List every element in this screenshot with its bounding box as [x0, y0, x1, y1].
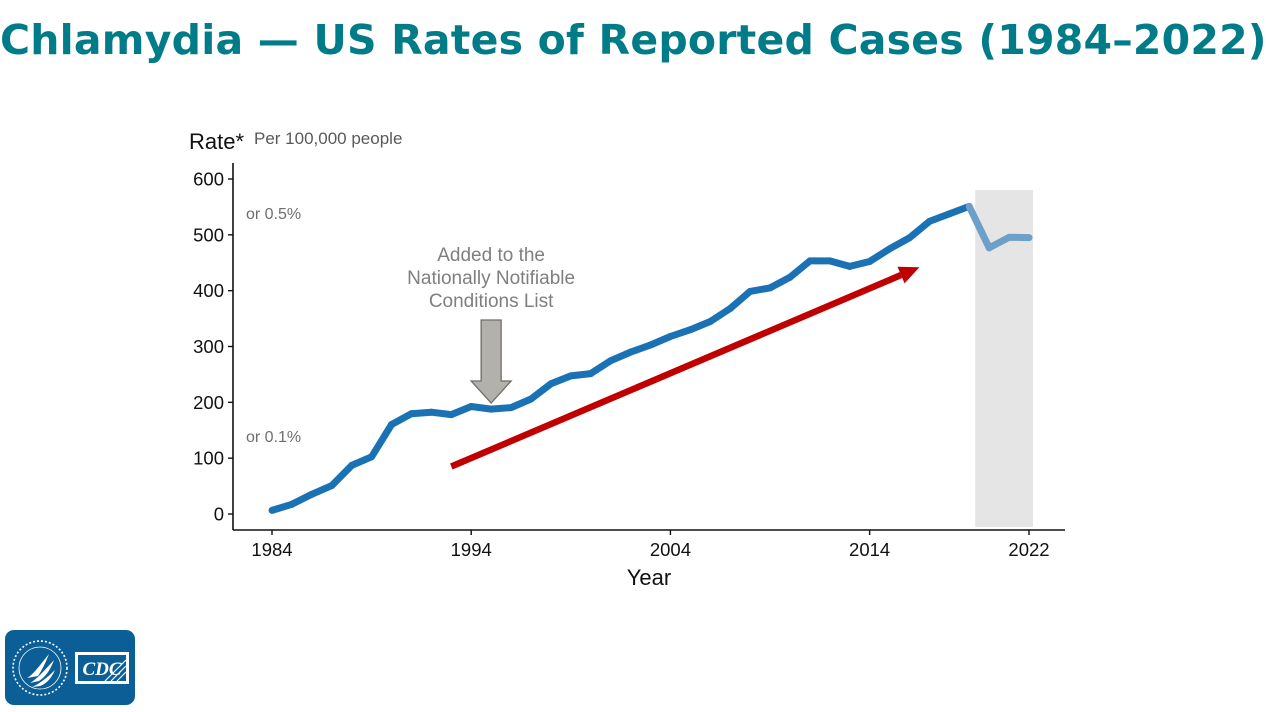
data-point: [328, 482, 336, 490]
data-point: [607, 357, 615, 365]
data-point: [945, 210, 953, 218]
data-point: [965, 202, 973, 210]
data-point: [288, 500, 296, 508]
data-point: [587, 370, 595, 378]
data-point: [467, 403, 475, 411]
data-point: [647, 341, 654, 349]
data-point: [786, 273, 794, 281]
data-point: [1005, 233, 1013, 241]
y-tick-label: 600: [193, 169, 224, 190]
notifiable-note-line: Conditions List: [429, 291, 554, 312]
cdc-logo: CDC: [5, 630, 135, 705]
data-point: [547, 380, 555, 388]
notifiable-note-line: Added to the: [437, 245, 545, 266]
data-point: [746, 287, 754, 295]
y-tick-label: 200: [193, 392, 224, 413]
x-tick-label: 1994: [451, 539, 492, 560]
data-point: [666, 333, 674, 341]
data-point: [686, 326, 694, 334]
rate-series-line-recent: [966, 204, 1030, 252]
x-axis-label: Year: [627, 565, 671, 590]
y-axis-label: Rate*: [189, 129, 244, 154]
y-tick-label: 100: [193, 448, 224, 469]
data-point: [268, 506, 276, 514]
data-point: [905, 234, 913, 242]
data-point: [627, 348, 635, 356]
svg-text:CDC: CDC: [82, 659, 121, 680]
data-point: [766, 284, 774, 292]
data-point: [826, 257, 834, 265]
down-arrow-icon: [469, 319, 513, 404]
data-point: [348, 461, 356, 469]
percent-note-low: or 0.1%: [246, 429, 301, 446]
data-point: [726, 305, 734, 313]
data-point: [886, 245, 894, 253]
data-point: [846, 262, 854, 270]
x-tick-label: 2014: [849, 539, 890, 560]
data-point: [368, 453, 376, 461]
data-point: [806, 257, 814, 265]
data-point: [706, 318, 714, 326]
trend-arrow-line: [450, 272, 903, 470]
cdc-wordmark: CDC: [75, 652, 129, 684]
trend-arrow-head-icon: [897, 266, 920, 284]
data-point: [985, 244, 993, 252]
data-point: [507, 404, 515, 412]
data-point: [866, 258, 874, 266]
y-tick-label: 400: [193, 280, 224, 301]
y-tick-label: 0: [214, 504, 224, 525]
data-point: [527, 395, 535, 403]
data-point: [308, 490, 316, 498]
slide-title: Chlamydia — US Rates of Reported Cases (…: [0, 16, 1266, 64]
x-tick-label: 2022: [1008, 539, 1049, 560]
hhs-eagle-icon: [12, 640, 68, 696]
data-point: [567, 372, 575, 380]
data-point: [407, 410, 415, 418]
x-tick-label: 1984: [251, 539, 292, 560]
data-point: [487, 405, 495, 413]
percent-note-high: or 0.5%: [246, 206, 301, 223]
y-axis-unit-note: Per 100,000 people: [254, 129, 402, 148]
x-tick-label: 2004: [650, 539, 691, 560]
rate-series-line: [270, 203, 971, 514]
data-point: [925, 217, 933, 225]
y-tick-label: 300: [193, 336, 224, 357]
data-point: [427, 408, 435, 416]
data-point: [388, 421, 396, 429]
notifiable-note-line: Nationally Notifiable: [407, 268, 575, 289]
data-point: [1025, 234, 1033, 242]
y-tick-label: 500: [193, 224, 224, 245]
data-point: [447, 411, 455, 419]
